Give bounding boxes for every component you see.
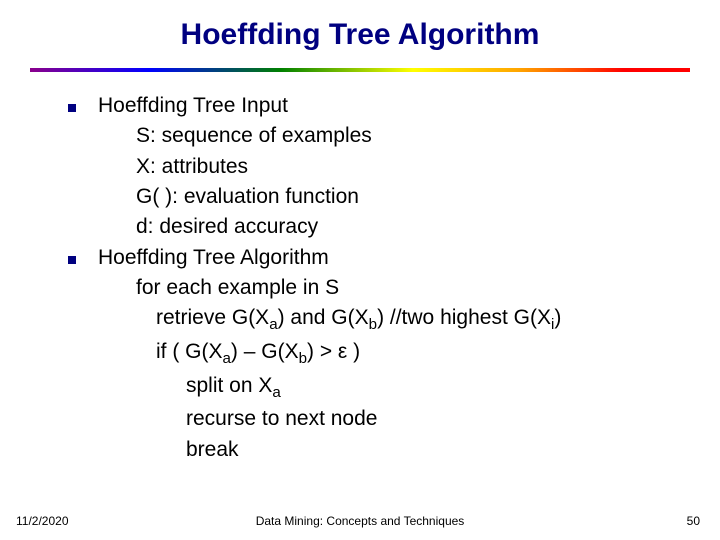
algo-break: break — [68, 436, 690, 464]
retrieve-mid: ) and G(X — [278, 306, 369, 329]
input-item-d: d: desired accuracy — [68, 213, 690, 241]
subscript-b: b — [369, 317, 377, 334]
input-item-s: S: sequence of examples — [68, 122, 690, 150]
slide-title: Hoeffding Tree Algorithm — [30, 18, 690, 52]
algo-recurse: recurse to next node — [68, 405, 690, 433]
retrieve-suffix: ) //two highest G(X — [377, 306, 551, 329]
bullet-item-input: Hoeffding Tree Input — [68, 92, 690, 120]
footer-date: 11/2/2020 — [16, 514, 69, 528]
slide-footer: 11/2/2020 Data Mining: Concepts and Tech… — [0, 514, 720, 528]
footer-center-text: Data Mining: Concepts and Techniques — [256, 514, 465, 528]
rainbow-divider — [30, 68, 690, 72]
subscript-a: a — [272, 384, 280, 401]
input-item-g: G( ): evaluation function — [68, 183, 690, 211]
footer-page-number: 50 — [687, 514, 700, 528]
square-bullet-icon — [68, 104, 76, 112]
bullet-item-algorithm: Hoeffding Tree Algorithm — [68, 244, 690, 272]
algo-if: if ( G(Xa) – G(Xb) > ε ) — [68, 338, 690, 370]
input-item-x: X: attributes — [68, 153, 690, 181]
split-prefix: split on X — [186, 374, 272, 397]
algo-split: split on Xa — [68, 372, 690, 404]
if-suffix: ) > ε ) — [307, 340, 360, 363]
algo-retrieve: retrieve G(Xa) and G(Xb) //two highest G… — [68, 304, 690, 336]
section1-heading: Hoeffding Tree Input — [98, 92, 288, 120]
subscript-a: a — [223, 350, 231, 367]
subscript-a: a — [269, 317, 277, 334]
algo-foreach: for each example in S — [68, 274, 690, 302]
section2-heading: Hoeffding Tree Algorithm — [98, 244, 329, 272]
slide-body: Hoeffding Tree Input S: sequence of exam… — [30, 92, 690, 464]
subscript-b: b — [299, 350, 307, 367]
square-bullet-icon — [68, 256, 76, 264]
retrieve-text: retrieve G(X — [156, 306, 269, 329]
if-mid: ) – G(X — [231, 340, 299, 363]
if-prefix: if ( G(X — [156, 340, 223, 363]
slide-container: Hoeffding Tree Algorithm Hoeffding Tree … — [0, 0, 720, 540]
retrieve-end: ) — [554, 306, 561, 329]
